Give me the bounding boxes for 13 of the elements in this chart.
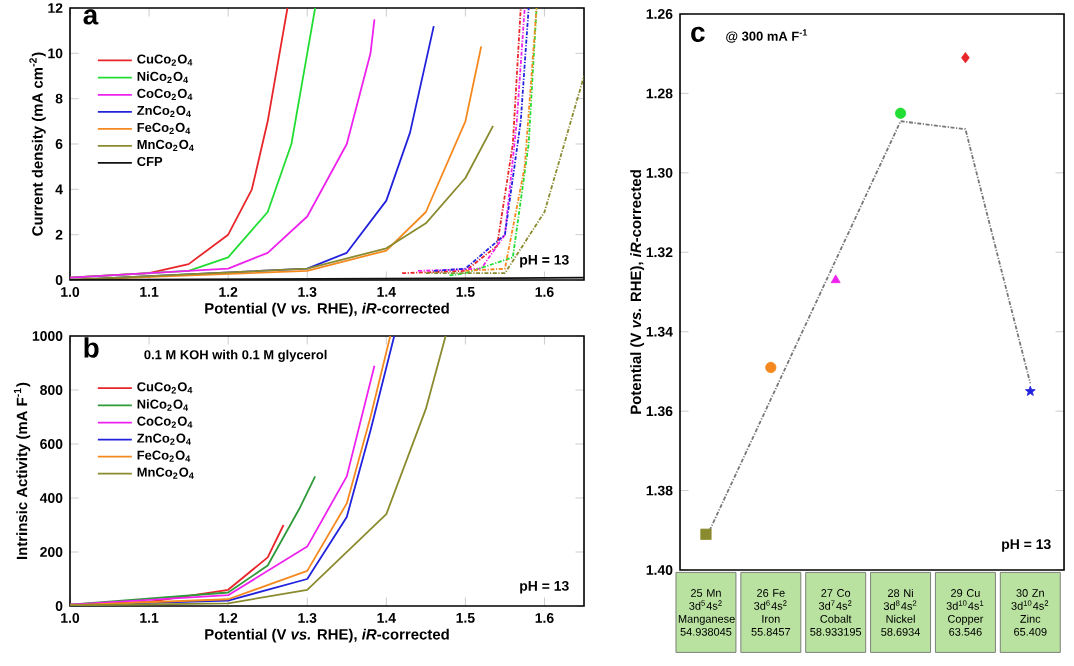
point (961, 52, 970, 64)
point (830, 274, 841, 284)
point (700, 528, 712, 540)
point (765, 361, 777, 374)
chart-title: c (691, 26, 705, 42)
line-series (401, 7, 522, 275)
line-series (464, 7, 538, 272)
line-series (448, 7, 538, 277)
point (894, 107, 907, 119)
chart-title: b (84, 337, 99, 358)
point (1024, 385, 1036, 396)
chart-title: a (83, 9, 99, 25)
line-series (70, 475, 317, 606)
